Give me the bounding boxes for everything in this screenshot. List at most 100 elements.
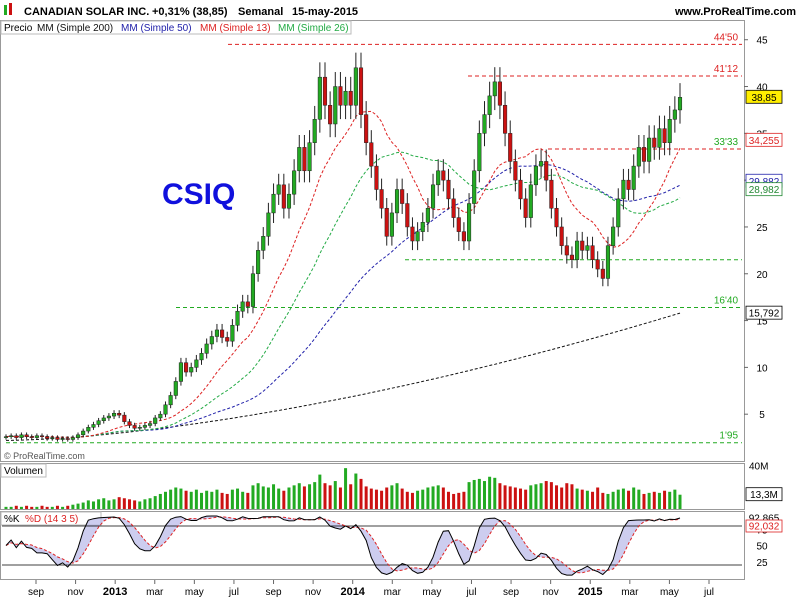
candle-body	[605, 245, 611, 279]
candle-body	[45, 436, 50, 439]
volume-bar	[86, 500, 90, 509]
candle-body	[523, 198, 528, 218]
volume-bar	[143, 499, 147, 509]
volume-bar	[642, 493, 646, 509]
volume-bar	[19, 506, 23, 509]
candle-body	[626, 179, 631, 190]
candle-body	[513, 161, 518, 181]
candle-body	[451, 198, 456, 218]
candle-body	[256, 250, 261, 275]
candle-body	[106, 415, 111, 419]
volume-bar	[529, 485, 533, 509]
sma13-line	[5, 110, 681, 438]
volume-bar	[241, 491, 245, 509]
y-tick-label: 40	[756, 83, 768, 94]
candle-body	[266, 212, 271, 237]
y-tick-label: 15	[756, 317, 768, 328]
volume-bar	[50, 506, 54, 509]
candle-body	[662, 128, 667, 143]
candle-body	[261, 236, 266, 251]
candle-body	[286, 193, 292, 209]
volume-bar	[431, 486, 435, 509]
candle-body	[158, 413, 163, 419]
volume-bar	[277, 488, 281, 509]
candle-body	[81, 430, 86, 436]
volume-bar	[102, 498, 106, 509]
volume-bar	[261, 486, 265, 509]
volume-bar	[652, 491, 656, 509]
volume-bar	[215, 489, 219, 509]
volume-bar	[246, 492, 250, 509]
volume-bar	[169, 489, 173, 509]
site-url[interactable]: www.ProRealTime.com	[674, 6, 796, 18]
volume-bar	[534, 484, 538, 509]
volume-bar	[40, 505, 44, 509]
candle-body	[539, 161, 544, 167]
volume-bar	[678, 494, 682, 509]
candle-body	[163, 404, 168, 415]
x-tick-label: mar	[621, 587, 639, 598]
value-tag-box	[745, 305, 783, 320]
stoch-d-line	[5, 516, 681, 574]
volume-bar	[236, 488, 240, 509]
volume-bar	[189, 491, 193, 509]
candle-body	[60, 438, 65, 440]
volume-bar	[637, 489, 641, 509]
value-tag-label: 29,882	[749, 177, 780, 188]
y-tick-label: 25	[756, 223, 768, 234]
candle-body	[353, 67, 358, 106]
candle-body	[456, 217, 461, 232]
volume-tag-label: 13,3M	[750, 490, 778, 501]
candle-body	[91, 424, 96, 428]
legend-sma13: MM (Simple 13)	[200, 23, 271, 34]
candle-body	[322, 76, 328, 106]
candle-body	[312, 119, 317, 143]
stoch-fill-area	[6, 516, 680, 576]
stoch-tick-label: 25	[756, 558, 768, 569]
candle-body	[328, 105, 333, 125]
volume-bar	[673, 489, 677, 509]
volume-bar	[364, 486, 368, 509]
volume-bar	[513, 487, 517, 509]
volume-bar	[549, 482, 553, 509]
volume-bar	[591, 491, 595, 509]
candle-body	[14, 435, 19, 438]
candle-body	[503, 105, 508, 134]
volume-bar	[302, 486, 306, 509]
stoch-k-line	[5, 515, 681, 576]
candle-body	[657, 128, 662, 148]
candle-body	[194, 359, 199, 368]
volume-bar	[287, 487, 291, 509]
copyright: © ProRealTime.com	[4, 451, 85, 461]
candle-body	[564, 245, 569, 256]
candle-body	[127, 421, 132, 426]
candle-body	[420, 222, 425, 232]
candle-body	[148, 423, 153, 426]
candle-body	[410, 226, 415, 242]
price-change: +0,31% (38,85)	[152, 6, 228, 18]
volume-bar	[179, 488, 183, 509]
candle-body	[611, 226, 616, 246]
volume-bar	[441, 487, 445, 509]
volume-bar	[55, 505, 59, 509]
volume-bar	[477, 478, 481, 509]
candle-body	[477, 133, 482, 172]
candle-body	[364, 114, 369, 143]
candle-body	[369, 142, 374, 167]
instrument-title: CANADIAN SOLAR INC.	[24, 6, 149, 18]
volume-bar	[292, 485, 296, 509]
volume-bar	[374, 489, 378, 509]
volume-bar	[385, 487, 389, 509]
volume-bar	[30, 506, 34, 509]
volume-bar	[158, 493, 162, 509]
volume-bar	[632, 487, 636, 509]
volume-bar	[585, 490, 589, 509]
volume-bar	[14, 505, 18, 509]
candle-body	[492, 81, 497, 97]
volume-bar	[457, 492, 461, 509]
volume-bar	[405, 491, 409, 509]
volume-bar	[61, 506, 65, 509]
candle-body	[101, 417, 106, 421]
candle-body	[405, 203, 410, 228]
